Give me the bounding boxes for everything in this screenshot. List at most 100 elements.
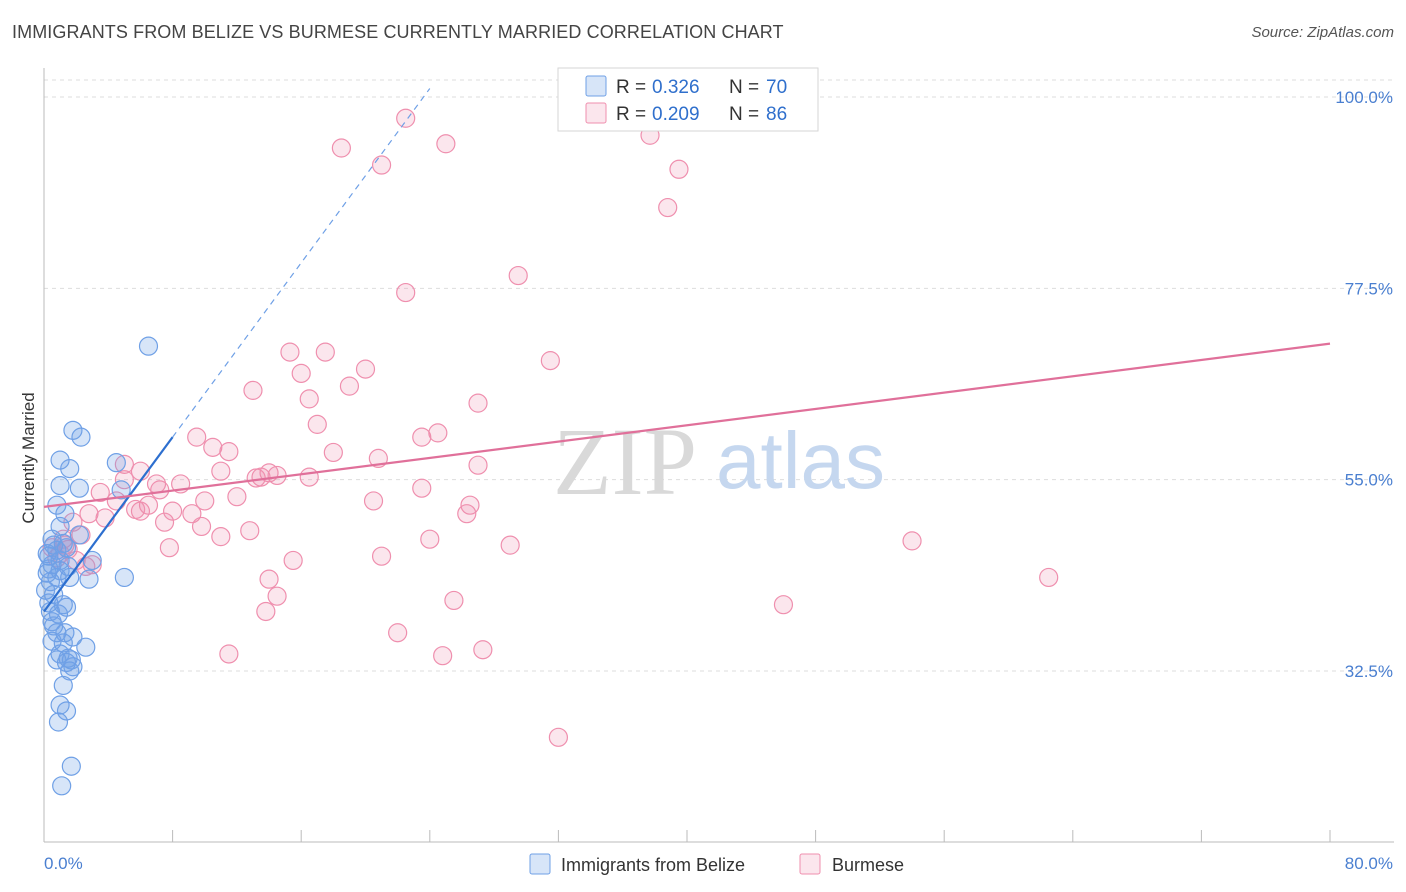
burmese-points <box>42 108 1059 747</box>
belize-point <box>50 561 70 581</box>
belize-point <box>63 627 83 647</box>
burmese-point <box>468 455 488 475</box>
burmese-point <box>331 138 351 158</box>
bottom-legend-pink-label: Burmese <box>832 855 904 875</box>
burmese-point <box>227 487 247 507</box>
burmese-point <box>191 516 212 537</box>
belize-point <box>82 550 102 571</box>
watermark: ZIP atlas <box>553 408 885 515</box>
burmese-point <box>902 531 922 551</box>
burmese-point <box>355 359 376 379</box>
y-axis-title: Currently Married <box>19 392 38 523</box>
burmese-point <box>433 646 453 666</box>
burmese-trend-line <box>43 342 1331 508</box>
burmese-point <box>267 586 287 606</box>
burmese-point <box>90 482 110 503</box>
burmese-point <box>163 501 183 521</box>
belize-point <box>106 453 126 473</box>
burmese-point <box>159 538 179 558</box>
burmese-point <box>187 427 207 447</box>
top-legend: R = 0.326 N = 70 R = 0.209 N = 86 <box>557 67 819 132</box>
legend-swatch-pink <box>585 102 607 124</box>
burmese-point <box>323 442 343 463</box>
belize-point <box>69 478 89 498</box>
belize-point <box>76 637 96 657</box>
burmese-point <box>363 491 384 511</box>
legend-pink-r-label: R = <box>616 104 646 125</box>
belize-trend-extension <box>172 88 431 438</box>
burmese-point <box>371 546 392 566</box>
burmese-point <box>412 478 432 498</box>
belize-point <box>71 427 91 447</box>
belize-point <box>52 776 72 796</box>
grid-lines <box>44 79 1394 672</box>
burmese-point <box>540 351 560 371</box>
legend-blue-n-label: N = <box>729 77 759 98</box>
burmese-point <box>500 535 520 555</box>
belize-point <box>79 569 99 589</box>
burmese-point <box>219 442 239 462</box>
chart-title: IMMIGRANTS FROM BELIZE VS BURMESE CURREN… <box>12 22 784 42</box>
burmese-point <box>658 197 678 218</box>
burmese-point <box>240 521 260 541</box>
bottom-legend-blue-label: Immigrants from Belize <box>561 855 745 875</box>
y-tick-labels: 32.5% 55.0% 77.5% 100.0% <box>1335 88 1393 681</box>
legend-blue-r-label: R = <box>616 77 646 98</box>
burmese-point <box>436 134 456 154</box>
burmese-point <box>280 342 300 362</box>
burmese-point <box>211 527 231 547</box>
belize-point <box>60 459 80 479</box>
watermark-zip: ZIP <box>553 408 697 515</box>
belize-point <box>48 604 69 624</box>
burmese-point <box>219 644 239 664</box>
burmese-point <box>195 491 215 511</box>
legend-pink-r-value: 0.209 <box>652 104 700 125</box>
belize-point <box>61 756 81 776</box>
belize-point <box>69 525 89 545</box>
legend-box <box>557 67 819 132</box>
burmese-point <box>457 504 477 524</box>
burmese-point <box>256 601 276 622</box>
burmese-point <box>468 393 488 413</box>
burmese-point <box>150 480 170 500</box>
legend-pink-n-value: 86 <box>766 104 787 125</box>
legend-blue-n-value: 70 <box>766 77 787 98</box>
belize-point <box>114 567 134 588</box>
burmese-point <box>182 504 202 524</box>
source-label: Source: ZipAtlas.com <box>1251 24 1394 41</box>
burmese-point <box>396 108 416 128</box>
belize-point <box>48 712 69 732</box>
burmese-point <box>259 569 279 589</box>
burmese-point <box>315 342 335 362</box>
burmese-point <box>396 282 416 303</box>
belize-trend-line <box>43 436 174 613</box>
y-tick-label: 77.5% <box>1345 279 1393 298</box>
legend-pink-n-label: N = <box>729 104 759 125</box>
burmese-point <box>548 727 569 747</box>
axes <box>43 68 1394 843</box>
burmese-point <box>283 550 303 571</box>
belize-point <box>111 480 131 500</box>
burmese-point <box>428 423 448 443</box>
burmese-point <box>508 265 528 286</box>
belize-point <box>56 538 77 558</box>
burmese-point <box>773 595 794 615</box>
bottom-legend-swatch-pink <box>799 853 821 875</box>
legend-swatch-blue <box>585 75 607 97</box>
burmese-point <box>203 437 223 457</box>
burmese-point <box>291 363 311 383</box>
burmese-point <box>371 155 392 175</box>
burmese-point <box>246 468 266 488</box>
y-tick-label: 32.5% <box>1345 662 1393 681</box>
burmese-point <box>126 499 146 520</box>
burmese-point <box>420 529 440 549</box>
x-tick-labels: 0.0% 80.0% <box>44 854 1393 873</box>
bottom-legend: Immigrants from Belize Burmese <box>529 853 904 875</box>
burmese-point <box>154 512 175 532</box>
belize-point <box>53 675 73 696</box>
burmese-point <box>388 623 408 643</box>
burmese-point <box>114 454 134 474</box>
belize-point <box>37 544 57 564</box>
y-tick-label: 100.0% <box>1335 88 1393 107</box>
